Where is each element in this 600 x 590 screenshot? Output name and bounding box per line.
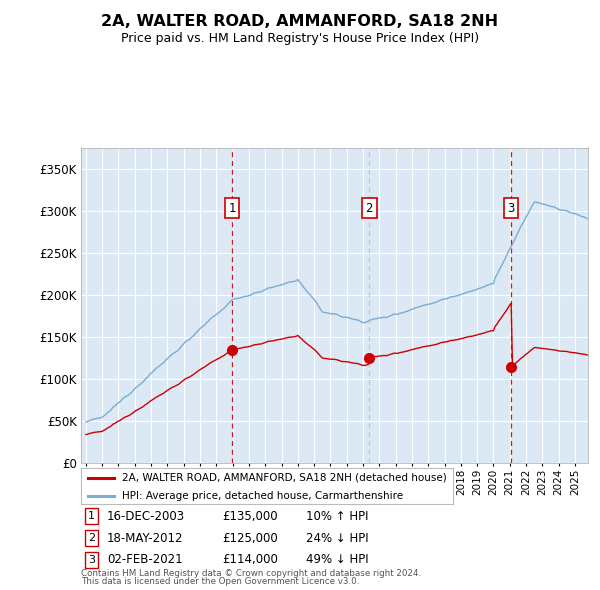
Text: 2A, WALTER ROAD, AMMANFORD, SA18 2NH: 2A, WALTER ROAD, AMMANFORD, SA18 2NH [101,14,499,29]
Text: 10% ↑ HPI: 10% ↑ HPI [306,510,368,523]
Text: 2A, WALTER ROAD, AMMANFORD, SA18 2NH (detached house): 2A, WALTER ROAD, AMMANFORD, SA18 2NH (de… [122,473,446,483]
Text: 2: 2 [88,533,95,543]
Text: 3: 3 [88,555,95,565]
Text: 1: 1 [229,202,236,215]
Text: 16-DEC-2003: 16-DEC-2003 [107,510,185,523]
Text: 2: 2 [365,202,373,215]
Text: 49% ↓ HPI: 49% ↓ HPI [306,553,368,566]
Text: £135,000: £135,000 [222,510,278,523]
Text: 02-FEB-2021: 02-FEB-2021 [107,553,182,566]
Text: Contains HM Land Registry data © Crown copyright and database right 2024.: Contains HM Land Registry data © Crown c… [81,569,421,578]
Text: HPI: Average price, detached house, Carmarthenshire: HPI: Average price, detached house, Carm… [122,491,403,502]
Text: This data is licensed under the Open Government Licence v3.0.: This data is licensed under the Open Gov… [81,578,359,586]
Text: £125,000: £125,000 [222,532,278,545]
Text: 24% ↓ HPI: 24% ↓ HPI [306,532,368,545]
Text: £114,000: £114,000 [222,553,278,566]
Text: 1: 1 [88,512,95,521]
Text: Price paid vs. HM Land Registry's House Price Index (HPI): Price paid vs. HM Land Registry's House … [121,32,479,45]
Text: 3: 3 [508,202,515,215]
Text: 18-MAY-2012: 18-MAY-2012 [107,532,184,545]
